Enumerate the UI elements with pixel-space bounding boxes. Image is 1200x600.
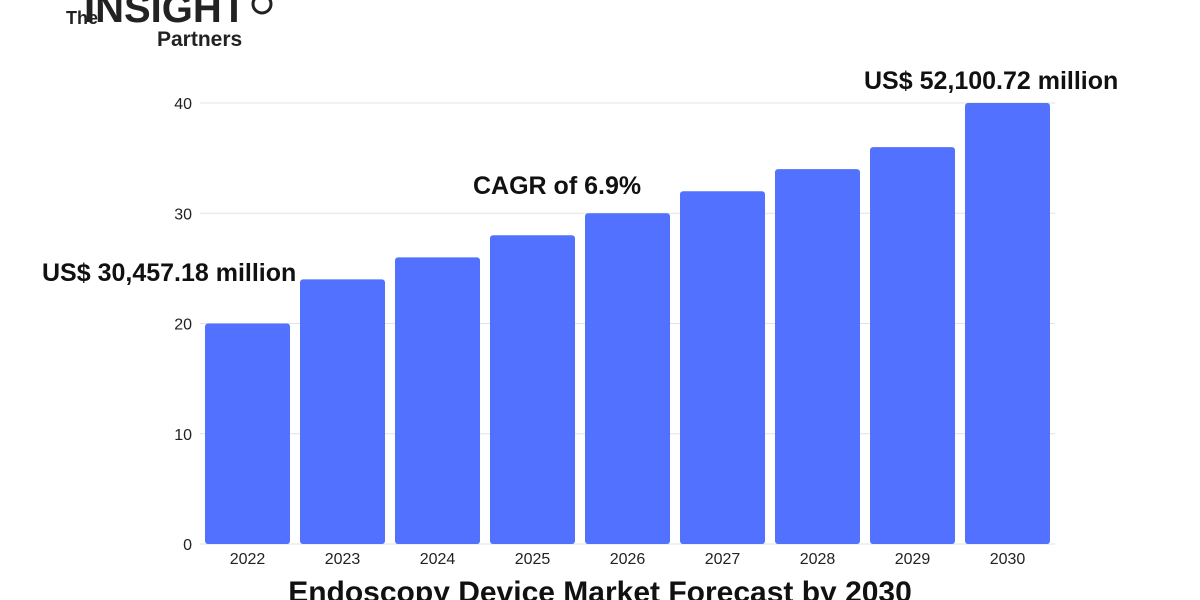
the-insight-partners-logo: The INSIGHT Partners [66,0,273,51]
x-tick-label: 2027 [705,551,741,568]
bars [205,103,1050,545]
bar-2022 [205,323,290,544]
bar-2029 [870,147,955,544]
bar-2024 [395,257,480,544]
bar-2027 [680,191,765,544]
magnifier-icon [251,0,273,15]
y-axis-ticks: 0 10 20 30 40 [174,96,192,554]
x-axis-ticks: 2022 2023 2024 2025 2026 2027 2028 2029 2030 [230,551,1026,568]
cagr-annotation: CAGR of 6.9% [473,172,641,200]
bar-2030 [965,103,1050,544]
x-tick-label: 2028 [800,551,836,568]
x-tick-label: 2023 [325,551,361,568]
bar-2028 [775,169,860,544]
chart-title: Endoscopy Device Market Forecast by 2030 [288,576,912,600]
bar-2026 [585,213,670,544]
y-tick-label: 20 [174,317,192,334]
x-tick-label: 2025 [515,551,551,568]
x-tick-label: 2030 [990,551,1026,568]
x-tick-label: 2024 [420,551,456,568]
y-tick-label: 40 [174,96,192,113]
bar-2023 [300,279,385,544]
logo-partners-text: Partners [157,28,242,51]
end-value-annotation: US$ 52,100.72 million [864,67,1118,95]
x-tick-label: 2022 [230,551,266,568]
logo-the-text: The [66,8,98,28]
x-tick-label: 2029 [895,551,931,568]
y-tick-label: 0 [183,537,192,554]
y-tick-label: 10 [174,427,192,444]
logo-insight-text: INSIGHT [84,0,246,31]
bar-2025 [490,235,575,545]
y-tick-label: 30 [174,206,192,223]
start-value-annotation: US$ 30,457.18 million [42,259,296,287]
x-tick-label: 2026 [610,551,646,568]
